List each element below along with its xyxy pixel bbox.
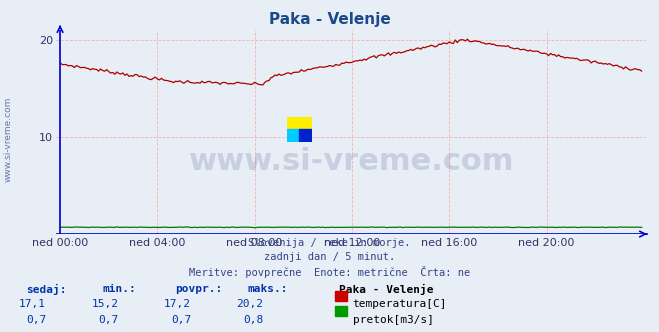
Text: zadnji dan / 5 minut.: zadnji dan / 5 minut.	[264, 252, 395, 262]
Text: www.si-vreme.com: www.si-vreme.com	[189, 147, 515, 176]
Text: Slovenija / reke in morje.: Slovenija / reke in morje.	[248, 238, 411, 248]
Bar	[287, 129, 299, 142]
Text: povpr.:: povpr.:	[175, 284, 222, 294]
Text: temperatura[C]: temperatura[C]	[353, 299, 447, 309]
Text: 0,7: 0,7	[171, 315, 191, 325]
Text: 17,2: 17,2	[164, 299, 191, 309]
Text: Meritve: povprečne  Enote: metrične  Črta: ne: Meritve: povprečne Enote: metrične Črta:…	[189, 266, 470, 278]
Bar	[287, 117, 312, 129]
Text: sedaj:: sedaj:	[26, 284, 67, 295]
Text: 15,2: 15,2	[92, 299, 119, 309]
Text: Paka - Velenje: Paka - Velenje	[269, 12, 390, 27]
Text: 0,8: 0,8	[243, 315, 264, 325]
Text: 0,7: 0,7	[26, 315, 46, 325]
Text: 20,2: 20,2	[237, 299, 264, 309]
Text: maks.:: maks.:	[247, 284, 287, 294]
Text: min.:: min.:	[102, 284, 136, 294]
Text: 0,7: 0,7	[98, 315, 119, 325]
Text: Paka - Velenje: Paka - Velenje	[339, 284, 434, 295]
Bar	[299, 129, 312, 142]
Text: 17,1: 17,1	[19, 299, 46, 309]
Text: pretok[m3/s]: pretok[m3/s]	[353, 315, 434, 325]
Text: www.si-vreme.com: www.si-vreme.com	[3, 97, 13, 182]
